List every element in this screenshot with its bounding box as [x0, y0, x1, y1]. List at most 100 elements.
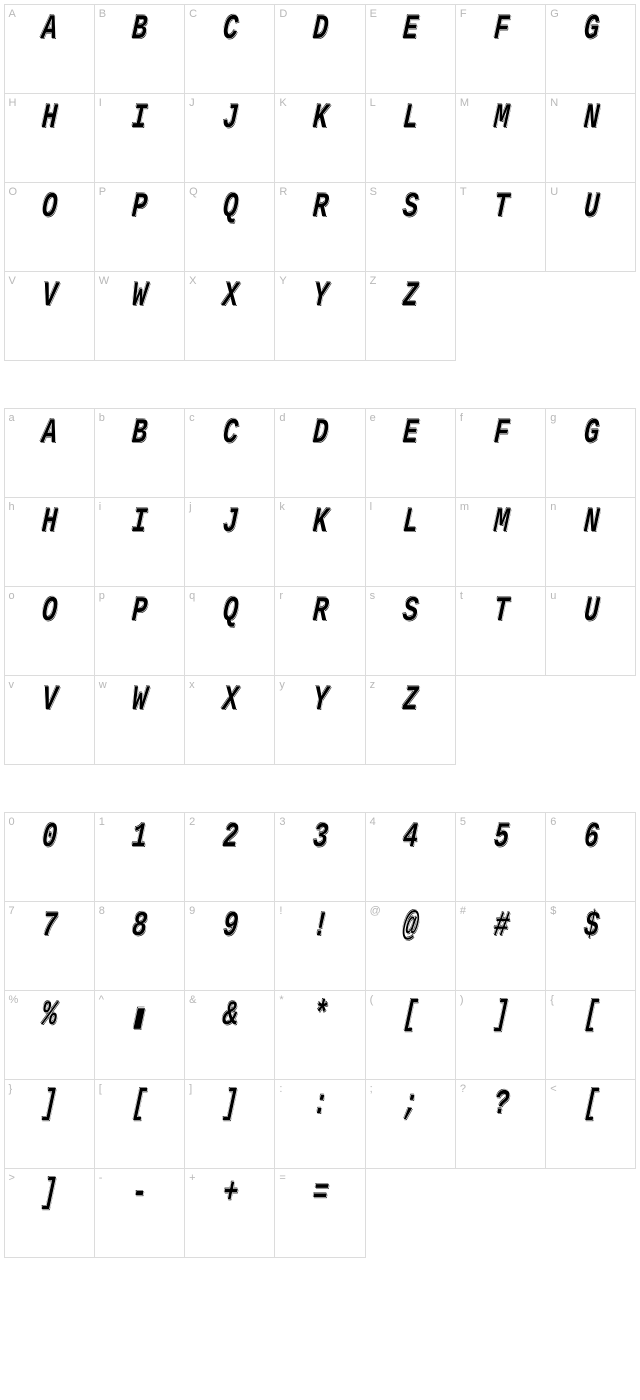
glyph-preview: [	[399, 996, 422, 1035]
glyph-preview: 3	[309, 818, 332, 857]
glyph-preview: $	[579, 907, 602, 946]
glyph-preview: ]	[489, 996, 512, 1035]
glyph-preview: B	[128, 414, 151, 453]
glyph-preview: S	[399, 188, 422, 227]
glyph-preview: B	[128, 10, 151, 49]
glyph-label: =	[279, 1172, 285, 1184]
glyph-preview: I	[128, 503, 151, 542]
glyph-cell: UU	[545, 182, 636, 272]
glyph-cell: ZZ	[365, 271, 456, 361]
glyph-cell: ::	[274, 1079, 365, 1169]
glyph-preview: M	[489, 99, 512, 138]
glyph-preview: 1	[128, 818, 151, 857]
glyph-cell: OO	[4, 182, 95, 272]
glyph-cell: %%	[4, 990, 95, 1080]
glyph-preview: @	[399, 907, 422, 946]
glyph-cell: @@	[365, 901, 456, 991]
glyph-label: y	[279, 679, 285, 691]
glyph-label: )	[460, 994, 464, 1006]
glyph-cell: YY	[274, 271, 365, 361]
glyph-label: R	[279, 186, 287, 198]
glyph-label: g	[550, 412, 556, 424]
glyph-preview: 4	[399, 818, 422, 857]
glyph-cell: VV	[4, 271, 95, 361]
glyph-label: d	[279, 412, 285, 424]
glyph-cell: II	[94, 93, 185, 183]
glyph-preview: 7	[38, 907, 61, 946]
glyph-label: e	[370, 412, 376, 424]
glyph-cell: gG	[545, 408, 636, 498]
glyph-label: Q	[189, 186, 198, 198]
glyph-label: X	[189, 275, 196, 287]
glyph-cell: $$	[545, 901, 636, 991]
glyph-preview: X	[218, 277, 241, 316]
glyph-cell: ++	[184, 1168, 275, 1258]
glyph-cell: pP	[94, 586, 185, 676]
glyph-cell: PP	[94, 182, 185, 272]
glyph-cell: [[	[94, 1079, 185, 1169]
glyph-cell: ([	[365, 990, 456, 1080]
glyph-preview: N	[579, 99, 602, 138]
glyph-preview: [	[579, 1085, 602, 1124]
glyph-preview: O	[38, 592, 61, 631]
glyph-label: Y	[279, 275, 286, 287]
glyph-label: +	[189, 1172, 195, 1184]
glyph-cell: <[	[545, 1079, 636, 1169]
glyph-group-lowercase: aAbBcCdDeEfFgGhHiIjJkKlLmMnNoOpPqQrRsStT…	[4, 408, 636, 764]
glyph-label: m	[460, 501, 469, 513]
glyph-label: i	[99, 501, 101, 513]
character-map: AABBCCDDEEFFGGHHIIJJKKLLMMNNOOPPQQRRSSTT…	[4, 4, 636, 1257]
glyph-label: w	[99, 679, 107, 691]
glyph-cell: ]]	[184, 1079, 275, 1169]
glyph-cell: aA	[4, 408, 95, 498]
glyph-label: %	[9, 994, 19, 1006]
glyph-label: u	[550, 590, 556, 602]
glyph-preview: &	[218, 996, 241, 1035]
glyph-label: ;	[370, 1083, 373, 1095]
glyph-cell: mM	[455, 497, 546, 587]
glyph-preview: 5	[489, 818, 512, 857]
glyph-label: 0	[9, 816, 15, 828]
glyph-cell: yY	[274, 675, 365, 765]
glyph-label: M	[460, 97, 469, 109]
glyph-cell: nN	[545, 497, 636, 587]
glyph-label: r	[279, 590, 283, 602]
glyph-cell: }]	[4, 1079, 95, 1169]
glyph-preview: *	[309, 996, 332, 1035]
glyph-preview: A	[38, 10, 61, 49]
glyph-cell: MM	[455, 93, 546, 183]
glyph-label: B	[99, 8, 106, 20]
glyph-preview: S	[399, 592, 422, 631]
glyph-preview: P	[128, 188, 151, 227]
glyph-preview: K	[309, 99, 332, 138]
glyph-preview: 8	[128, 907, 151, 946]
glyph-cell: TT	[455, 182, 546, 272]
glyph-cell: KK	[274, 93, 365, 183]
glyph-label: 9	[189, 905, 195, 917]
glyph-label: H	[9, 97, 17, 109]
glyph-cell: eE	[365, 408, 456, 498]
glyph-cell: 44	[365, 812, 456, 902]
glyph-label: v	[9, 679, 15, 691]
glyph-label: I	[99, 97, 102, 109]
glyph-cell: ;;	[365, 1079, 456, 1169]
glyph-label: :	[279, 1083, 282, 1095]
glyph-label: k	[279, 501, 285, 513]
glyph-cell: --	[94, 1168, 185, 1258]
glyph-preview: U	[579, 188, 602, 227]
glyph-cell: 66	[545, 812, 636, 902]
glyph-label: C	[189, 8, 197, 20]
glyph-cell: RR	[274, 182, 365, 272]
glyph-label: a	[9, 412, 15, 424]
glyph-label: 6	[550, 816, 556, 828]
glyph-preview: O	[38, 188, 61, 227]
glyph-preview: N	[579, 503, 602, 542]
glyph-label: o	[9, 590, 15, 602]
glyph-label: @	[370, 905, 381, 917]
glyph-cell: XX	[184, 271, 275, 361]
glyph-label: #	[460, 905, 466, 917]
glyph-label: Z	[370, 275, 377, 287]
glyph-label: D	[279, 8, 287, 20]
glyph-label: s	[370, 590, 376, 602]
glyph-preview: ?	[489, 1085, 512, 1124]
